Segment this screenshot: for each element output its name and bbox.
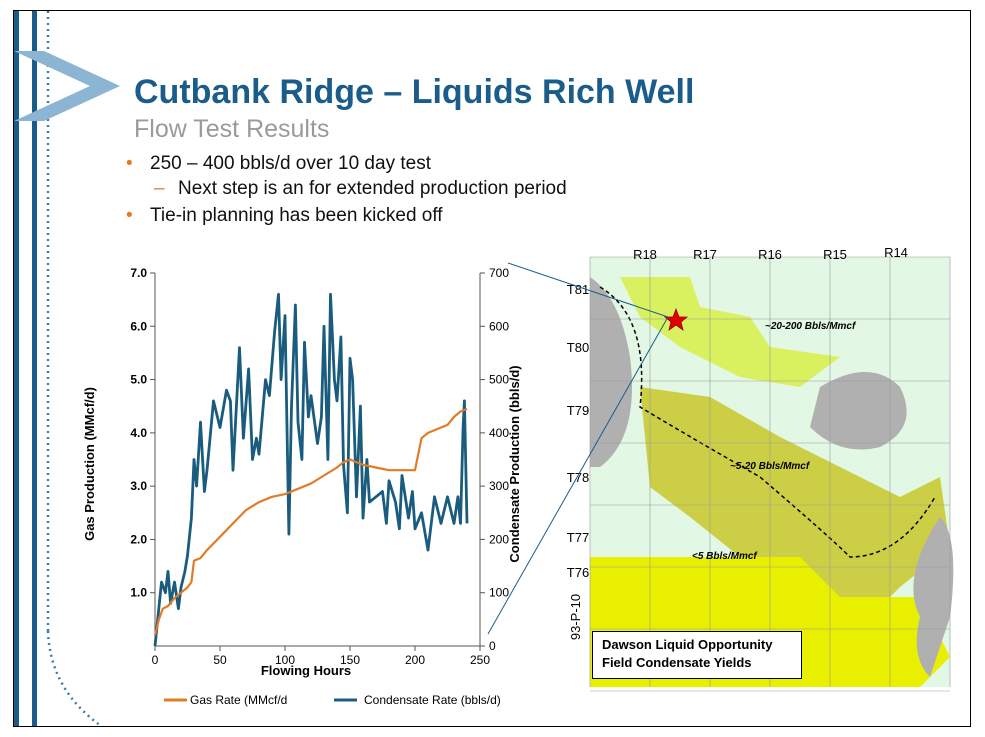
zone-label-high: ~20-200 Bbls/Mmcf	[765, 321, 857, 332]
map-high-yield-patches	[620, 277, 840, 387]
x-tick-label: 250	[470, 653, 490, 667]
dawson-yield-map: R18 R17 R16 R15 R14 T81 T80 T79 T78 T77 …	[567, 245, 954, 692]
y-tick-label: 1.0	[130, 586, 147, 600]
range-label: R15	[823, 247, 847, 262]
township-label: T77	[567, 530, 589, 545]
y2-axis-label: Condensate Production (bbls/d)	[507, 365, 522, 562]
y-tick-label: 3.0	[130, 479, 147, 493]
map-township-labels: T81 T80 T79 T78 T77 T76	[567, 282, 589, 580]
x-tick-label: 100	[275, 653, 295, 667]
x-tick-label: 50	[213, 653, 227, 667]
gas-rate-line	[153, 407, 468, 636]
y-tick-label: 6.0	[130, 319, 147, 333]
township-label: T81	[567, 282, 589, 297]
bullet-text: Next step is an for extended production …	[178, 178, 567, 199]
township-label: T79	[567, 403, 589, 418]
map-grey-zone-east	[913, 517, 954, 677]
map-legend-box: Dawson Liquid Opportunity Field Condensa…	[592, 631, 802, 679]
bullet-marker: •	[126, 205, 133, 226]
bullet-marker: –	[154, 178, 165, 199]
bullet-1-sub: – Next step is an for extended production…	[154, 178, 567, 200]
bullet-text: Tie-in planning has been kicked off	[150, 205, 443, 226]
township-label: T76	[567, 565, 589, 580]
bullet-1: • 250 – 400 bbls/d over 10 day test	[126, 153, 431, 175]
map-range-labels: R18 R17 R16 R15 R14	[633, 245, 908, 262]
y2-tick-label: 0	[489, 639, 496, 653]
chart-axes: 0 50 100 150 200 250 1.0 2.0 3.0 4.0 5.0 6.0 7.0 0 100…	[130, 266, 509, 667]
zone-label-mid: ~5-20 Bbls/Mmcf	[730, 461, 811, 472]
range-label: R16	[758, 247, 782, 262]
map-side-label: 93-P-10	[568, 594, 583, 640]
range-label: R17	[693, 247, 717, 262]
map-grey-zone-upper	[810, 372, 907, 450]
chevron-logo-icon	[14, 51, 120, 121]
production-chart: 0 50 100 150 200 250 1.0 2.0 3.0 4.0 5.0 6.0 7.0 0 100…	[82, 266, 522, 707]
x-tick-label: 150	[340, 653, 360, 667]
map-legend-title: Dawson Liquid Opportunity	[602, 637, 773, 652]
y-tick-label: 2.0	[130, 532, 147, 546]
slide: Cutbank Ridge – Liquids Rich Well Flow T…	[13, 10, 971, 727]
township-label: T78	[567, 470, 589, 485]
zone-label-low: <5 Bbls/Mmcf	[692, 551, 758, 562]
y-tick-label: 7.0	[130, 266, 147, 280]
bullet-2: • Tie-in planning has been kicked off	[126, 205, 443, 227]
y-tick-label: 4.0	[130, 426, 147, 440]
chart-series	[153, 292, 469, 647]
legend-label-gas: Gas Rate (MMcf/d	[190, 693, 287, 707]
x-axis-label: Flowing Hours	[261, 663, 351, 678]
slide-decoration	[14, 11, 120, 726]
slide-title: Cutbank Ridge – Liquids Rich Well	[134, 73, 695, 111]
y-tick-label: 5.0	[130, 373, 147, 387]
bullet-marker: •	[126, 153, 133, 174]
y-axis-label: Gas Production (MMcf/d)	[82, 387, 97, 541]
map-mid-yield-area	[640, 387, 950, 617]
chart-legend: Gas Rate (MMcf/d Condensate Rate (bbls/d…	[164, 693, 501, 707]
y2-tick-label: 600	[489, 319, 509, 333]
range-label: R18	[633, 247, 657, 262]
range-label: R14	[884, 245, 908, 260]
legend-label-condensate: Condensate Rate (bbls/d)	[364, 693, 501, 707]
map-legend-subtitle: Field Condensate Yields	[602, 655, 752, 670]
x-tick-label: 200	[405, 653, 425, 667]
x-tick-label: 0	[152, 653, 159, 667]
township-label: T80	[567, 340, 589, 355]
condensate-rate-line	[153, 292, 469, 647]
y2-tick-label: 100	[489, 586, 509, 600]
slide-subtitle: Flow Test Results	[134, 115, 330, 143]
bullet-text: 250 – 400 bbls/d over 10 day test	[150, 153, 431, 174]
y2-tick-label: 700	[489, 266, 509, 280]
